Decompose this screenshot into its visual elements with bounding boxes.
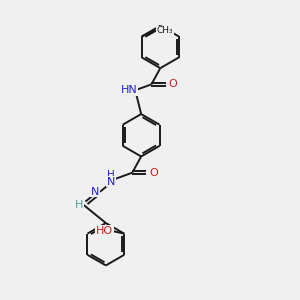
Text: O: O <box>169 79 177 89</box>
Text: O: O <box>149 168 158 178</box>
Text: N: N <box>107 176 115 187</box>
Text: CH₃: CH₃ <box>157 26 173 35</box>
Text: N: N <box>91 187 99 197</box>
Text: H: H <box>107 170 115 180</box>
Text: H: H <box>75 200 83 210</box>
Text: HO: HO <box>96 226 113 236</box>
Text: HN: HN <box>120 85 137 95</box>
